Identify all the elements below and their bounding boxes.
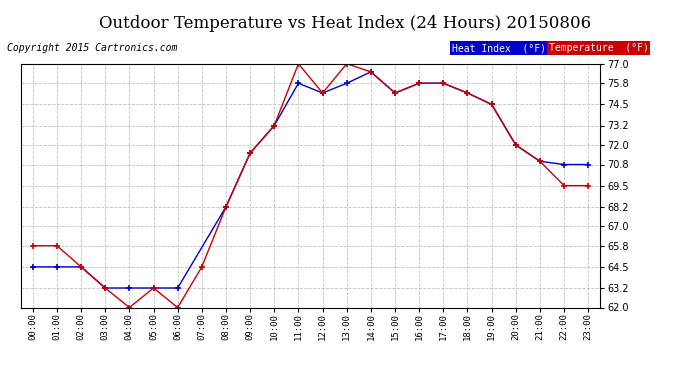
- Text: Outdoor Temperature vs Heat Index (24 Hours) 20150806: Outdoor Temperature vs Heat Index (24 Ho…: [99, 15, 591, 32]
- Text: Temperature  (°F): Temperature (°F): [549, 43, 649, 53]
- Text: Copyright 2015 Cartronics.com: Copyright 2015 Cartronics.com: [7, 43, 177, 53]
- Text: Heat Index  (°F): Heat Index (°F): [452, 43, 546, 53]
